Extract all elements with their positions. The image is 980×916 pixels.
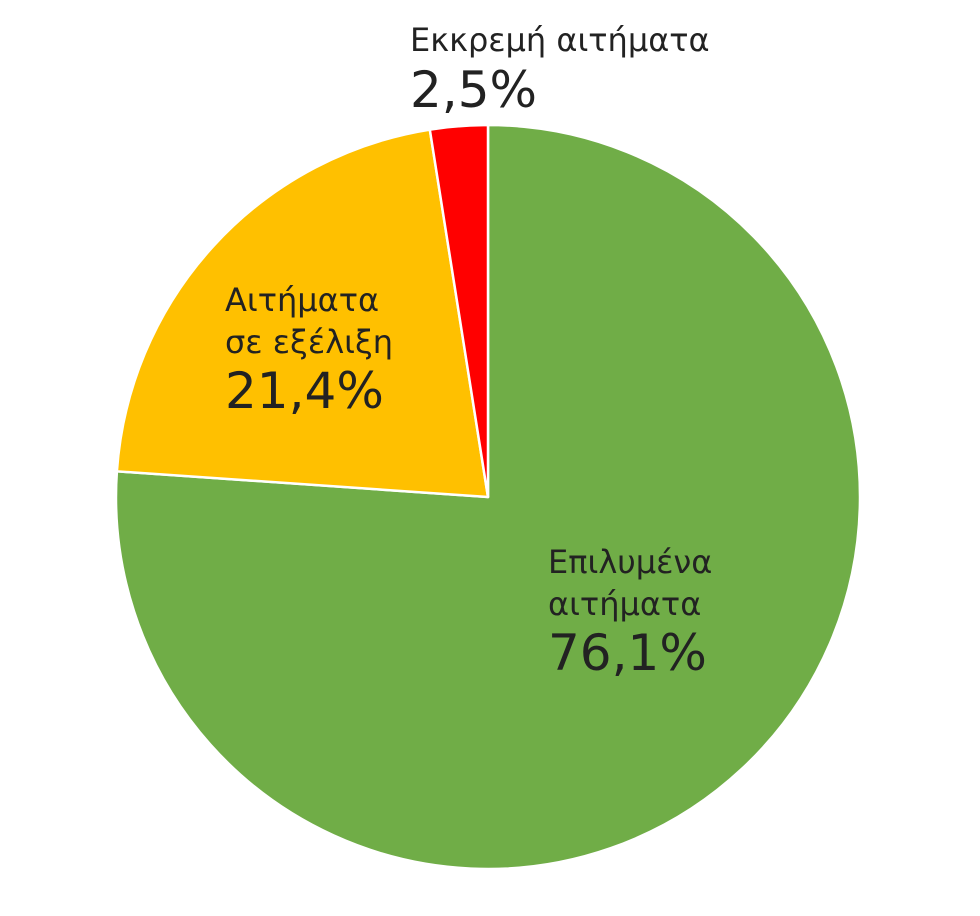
pie-slice (428, 123, 490, 499)
slice-label: Επιλυμένα αιτήματα 76,1% (548, 542, 748, 683)
value-label: 76,1% (548, 624, 707, 683)
category-label: Εκκρεμή αιτήματα (410, 21, 710, 59)
slice-label: Εκκρεμή αιτήματα 2,5% (410, 20, 710, 119)
pie-slice (114, 123, 862, 871)
category-label: Επιλυμένα αιτήματα (548, 543, 713, 623)
value-label: 2,5% (410, 60, 538, 119)
category-label: Αιτήματα σε εξέλιξη (225, 281, 394, 361)
pie-slice (115, 128, 490, 499)
slice-label: Αιτήματα σε εξέλιξη 21,4% (225, 280, 425, 421)
value-label: 21,4% (225, 362, 384, 421)
